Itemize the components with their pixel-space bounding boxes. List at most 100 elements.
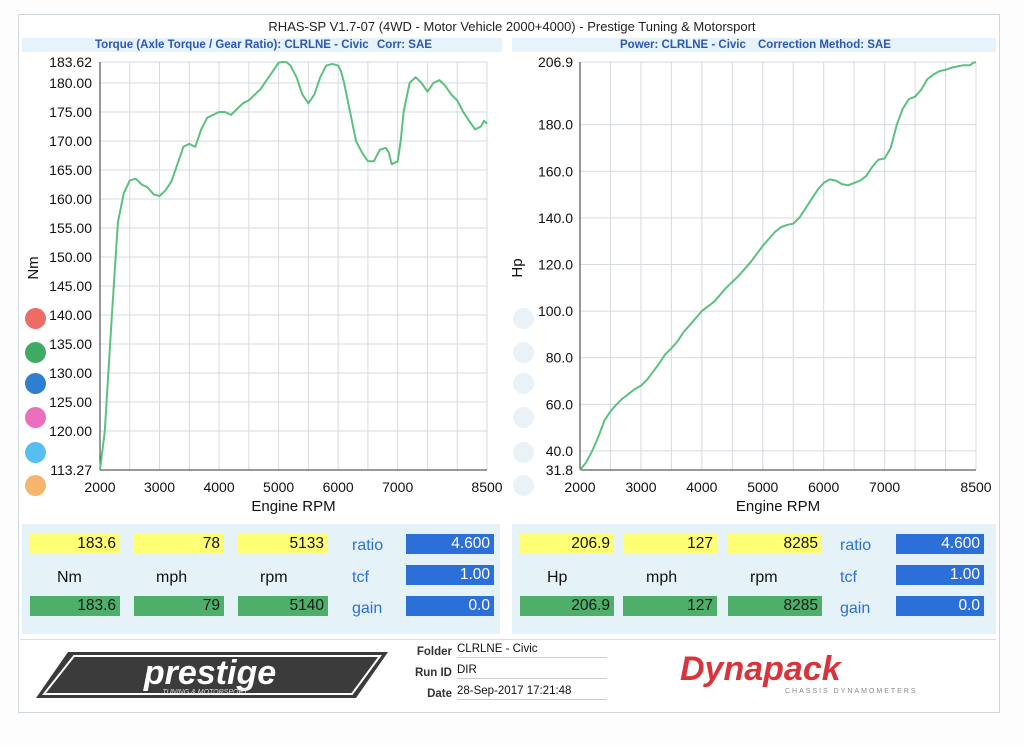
run-dot-right-2[interactable]: [513, 342, 534, 363]
corr-torque-value: 183.6: [30, 596, 120, 616]
power-y-tick-label: 160.0: [538, 163, 573, 179]
torque-x-tick-label: 2000: [84, 479, 115, 495]
unit-speed-right: mph: [646, 569, 678, 586]
torque-x-tick-label: 4000: [203, 479, 234, 495]
power-x-tick-label: 2000: [564, 479, 595, 495]
torque-y-tick-label: 183.62: [49, 54, 92, 70]
run-dot-2[interactable]: [25, 342, 46, 363]
corr-power-rpm: 8285: [728, 596, 822, 616]
param-tcf-label-right: tcf: [840, 569, 857, 586]
power-x-tick-label: 4000: [686, 479, 717, 495]
param-gain-value[interactable]: 0.0: [406, 596, 494, 616]
torque-y-axis-label: Nm: [25, 256, 42, 279]
unit-power: Hp: [547, 569, 568, 586]
power-y-axis-label: Hp: [509, 258, 526, 277]
run-dot-3[interactable]: [25, 373, 46, 394]
run-dot-1[interactable]: [25, 308, 46, 329]
dynapack-logo: Dynapack CHASSIS DYNAMOMETERS: [680, 650, 918, 695]
max-torque-rpm: 5133: [238, 534, 328, 554]
torque-x-tick-label: 6000: [323, 479, 354, 495]
run-dot-right-5[interactable]: [513, 442, 534, 463]
run-dot-5[interactable]: [25, 442, 46, 463]
power-y-tick-label: 180.0: [538, 117, 573, 133]
power-x-tick-label: 6000: [808, 479, 839, 495]
torque-series-line-0: [99, 61, 488, 470]
power-x-axis-label: Engine RPM: [736, 498, 820, 515]
max-torque-value: 183.6: [30, 534, 120, 554]
runid-value: DIR: [457, 663, 607, 679]
right-chart-correction: Correction Method: SAE: [758, 39, 891, 51]
param-gain-value-right[interactable]: 0.0: [896, 596, 984, 616]
run-dot-right-4[interactable]: [513, 407, 534, 428]
torque-y-tick-label: 170.00: [49, 133, 92, 149]
torque-y-tick-label: 120.00: [49, 423, 92, 439]
runid-label: Run ID: [414, 667, 452, 679]
param-tcf-value-right[interactable]: 1.00: [896, 565, 984, 585]
torque-x-tick-label: 8500: [471, 479, 502, 495]
corr-torque-rpm: 5140: [238, 596, 328, 616]
power-y-tick-label: 31.8: [546, 462, 573, 478]
param-ratio-value[interactable]: 4.600: [406, 534, 494, 554]
power-y-tick-label: 100.0: [538, 303, 573, 319]
power-y-tick-label: 120.0: [538, 256, 573, 272]
power-y-tick-label: 206.9: [538, 54, 573, 70]
param-ratio-label-right: ratio: [840, 537, 872, 554]
power-y-tick-label: 80.0: [546, 350, 573, 366]
power-x-tick-label: 5000: [747, 479, 778, 495]
torque-y-tick-label: 175.00: [49, 104, 92, 120]
param-tcf-label: tcf: [352, 569, 369, 586]
right-results-panel: 206.9 127 8285 Hp mph rpm 206.9 127 8285…: [512, 524, 996, 634]
torque-y-tick-label: 140.00: [49, 307, 92, 323]
max-power-rpm: 8285: [728, 534, 822, 554]
power-y-tick-label: 140.0: [538, 210, 573, 226]
torque-y-tick-label: 135.00: [49, 336, 92, 352]
date-value: 28-Sep-2017 17:21:48: [457, 684, 607, 700]
prestige-logo-text: prestige: [143, 654, 276, 692]
left-chart-subtitle: Torque (Axle Torque / Gear Ratio): CLRLN…: [95, 39, 369, 51]
torque-y-tick-label: 160.00: [49, 191, 92, 207]
torque-y-tick-label: 145.00: [49, 278, 92, 294]
report-title: RHAS-SP V1.7-07 (4WD - Motor Vehicle 200…: [268, 19, 756, 34]
report-footer: prestige TUNING & MOTORSPORT Folder CLRL…: [20, 639, 996, 710]
torque-y-tick-label: 180.00: [49, 75, 92, 91]
right-chart-subtitle-bar: Power: CLRLNE - Civic Correction Method:…: [512, 38, 996, 52]
unit-rpm-right: rpm: [750, 569, 778, 586]
param-ratio-value-right[interactable]: 4.600: [896, 534, 984, 554]
left-chart-correction: Corr: SAE: [377, 39, 432, 51]
power-x-tick-label: 8500: [960, 479, 991, 495]
torque-y-tick-label: 165.00: [49, 162, 92, 178]
torque-y-tick-label: 155.00: [49, 220, 92, 236]
dynapack-logo-text: Dynapack: [680, 650, 843, 688]
left-chart-subtitle-bar: Torque (Axle Torque / Gear Ratio): CLRLN…: [22, 38, 502, 52]
right-chart-subtitle: Power: CLRLNE - Civic: [620, 39, 746, 51]
power-x-tick-label: 3000: [625, 479, 656, 495]
unit-rpm: rpm: [260, 569, 288, 586]
torque-x-axis-label: Engine RPM: [251, 498, 335, 515]
corr-torque-speed: 79: [134, 596, 224, 616]
corr-power-value: 206.9: [520, 596, 614, 616]
run-dot-right-3[interactable]: [513, 373, 534, 394]
unit-speed: mph: [156, 569, 188, 586]
param-gain-label: gain: [352, 600, 383, 617]
power-y-tick-label: 60.0: [546, 396, 573, 412]
unit-torque: Nm: [57, 569, 82, 586]
run-dot-6[interactable]: [25, 475, 46, 496]
torque-y-tick-label: 113.27: [50, 462, 92, 478]
dynapack-logo-tagline: CHASSIS DYNAMOMETERS: [785, 688, 918, 695]
max-power-speed: 127: [623, 534, 717, 554]
torque-x-tick-label: 3000: [144, 479, 175, 495]
max-power-value: 206.9: [520, 534, 614, 554]
prestige-logo: prestige TUNING & MOTORSPORT: [36, 652, 388, 698]
power-x-tick-label: 7000: [869, 479, 900, 495]
param-gain-label-right: gain: [840, 600, 871, 617]
max-torque-speed: 78: [134, 534, 224, 554]
torque-y-tick-label: 125.00: [49, 394, 92, 410]
left-results-panel: 183.6 78 5133 Nm mph rpm 183.6 79 5140 r…: [22, 524, 500, 634]
corr-power-speed: 127: [623, 596, 717, 616]
run-dot-right-1[interactable]: [513, 308, 534, 329]
torque-y-tick-label: 150.00: [49, 249, 92, 265]
folder-label: Folder: [416, 646, 452, 658]
run-dot-right-6[interactable]: [513, 475, 534, 496]
param-tcf-value[interactable]: 1.00: [406, 565, 494, 585]
run-dot-4[interactable]: [25, 407, 46, 428]
